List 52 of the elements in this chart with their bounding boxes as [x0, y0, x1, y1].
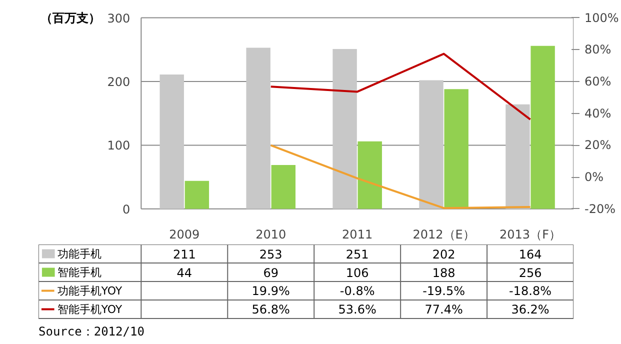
data-label: -0.8% [340, 284, 375, 298]
y-tick-label: 200 [107, 75, 130, 90]
bar [506, 104, 530, 209]
data-label: 69 [263, 266, 279, 280]
bar [160, 74, 184, 209]
x-tick-label: 2009 [169, 228, 200, 242]
y2-tick-label: 100% [584, 10, 619, 25]
data-label: 188 [432, 266, 456, 280]
y-tick-label: 0 [122, 202, 130, 216]
y2-tick-label: 0% [584, 170, 604, 184]
x-tick-label: 2012（E） [412, 228, 475, 242]
data-label: 202 [432, 247, 456, 262]
legend-label: 功能手机 [57, 247, 102, 260]
data-label: -19.5% [422, 284, 466, 298]
y2-tick-label: 60% [584, 74, 612, 89]
bar [332, 49, 357, 209]
data-label: 164 [518, 247, 542, 262]
data-label: 56.8% [252, 302, 290, 316]
y-axis-title: （百万支） [40, 10, 100, 25]
data-label: 251 [346, 247, 369, 262]
data-label: 53.6% [338, 302, 376, 316]
legend-label: 功能手机YOY [57, 284, 122, 298]
x-tick-label: 2010 [256, 228, 286, 242]
y2-tick-label: 80% [584, 42, 612, 57]
y2-tick-label: 40% [584, 106, 612, 120]
legend-label: 智能手机YOY [57, 302, 122, 316]
data-label: 19.9% [252, 284, 290, 298]
data-label: 106 [346, 266, 369, 280]
line-series [270, 52, 532, 120]
data-label: 44 [176, 266, 192, 280]
bar [246, 48, 270, 209]
data-label: 253 [259, 247, 282, 262]
bar [419, 80, 444, 209]
y2-tick-label: -20% [584, 202, 616, 216]
bar [444, 89, 468, 209]
x-tick-label: 2011 [342, 228, 373, 242]
legend-label: 智能手机 [57, 266, 102, 279]
bar [184, 180, 210, 209]
data-label: 211 [172, 247, 196, 262]
bar [358, 141, 382, 209]
line-series [270, 144, 532, 210]
x-tick-label: 2013（F） [500, 228, 561, 242]
data-label: 77.4% [424, 302, 463, 316]
data-label: 256 [518, 266, 542, 280]
data-label: 36.2% [511, 302, 550, 316]
y-tick-label: 100 [107, 138, 130, 153]
y-tick-label: 300 [107, 11, 130, 26]
bar [530, 46, 555, 209]
data-label: -18.8% [509, 284, 552, 298]
y2-tick-label: 20% [584, 138, 612, 152]
source-note: Source：2012/10 [38, 324, 144, 338]
bar [271, 164, 296, 209]
